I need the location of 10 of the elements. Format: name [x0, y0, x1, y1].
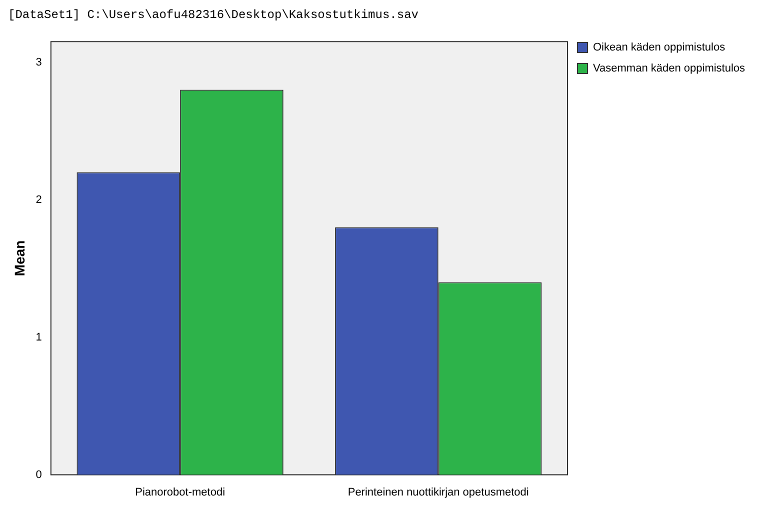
legend-label: Vasemman käden oppimistulos [593, 62, 746, 75]
y-tick-label: 0 [36, 468, 42, 481]
y-tick-label: 2 [36, 194, 42, 206]
x-tick-label: Perinteinen nuottikirjan opetusmetodi [348, 486, 529, 498]
x-tick-label: Pianorobot-metodi [135, 486, 226, 498]
y-tick-label: 3 [36, 56, 42, 68]
y-axis-title: Mean [11, 240, 28, 276]
legend-label: Oikean käden oppimistulos [593, 42, 726, 54]
y-tick-label: 1 [36, 331, 42, 344]
chart-title: [DataSet1] C:\Users\aofu482316\Desktop\Kaksostutkimus.sav [8, 8, 420, 22]
